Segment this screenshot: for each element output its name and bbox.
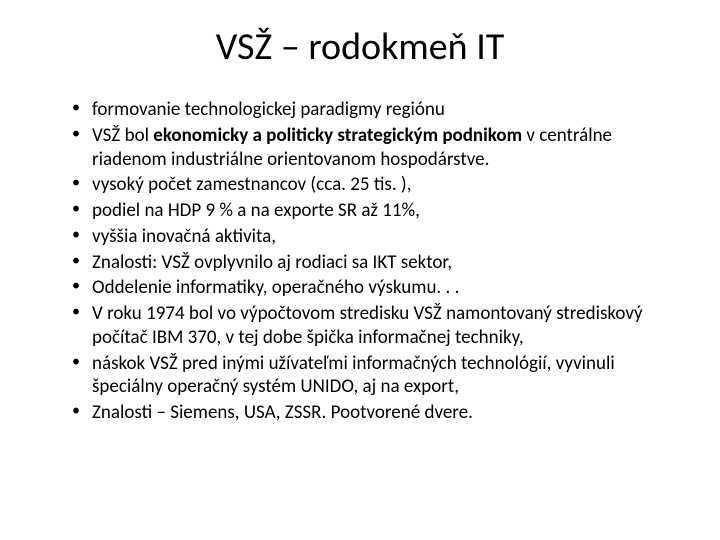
- bullet-item: Znalosti: VSŽ ovplyvnilo aj rodiaci sa I…: [72, 251, 672, 275]
- bullet-item: vysoký počet zamestnancov (cca. 25 tis. …: [72, 173, 672, 197]
- bullet-item: vyššia inovačná aktivita,: [72, 225, 672, 249]
- bullet-item: Oddelenie informatiky, operačného výskum…: [72, 276, 672, 300]
- bullet-prefix: VSŽ bol: [92, 124, 153, 147]
- slide-title: VSŽ – rodokmeň IT: [48, 24, 672, 70]
- bullet-bold: ekonomicky a politicky strategickým podn…: [153, 124, 526, 147]
- bullet-list: formovanie technologickej paradigmy regi…: [48, 98, 672, 425]
- bullet-item: náskok VSŽ pred inými užívateľmi informa…: [72, 352, 672, 400]
- bullet-item: Znalosti – Siemens, USA, ZSSR. Pootvoren…: [72, 401, 672, 425]
- bullet-item: VSŽ bol ekonomicky a politicky strategic…: [72, 124, 672, 172]
- bullet-item: formovanie technologickej paradigmy regi…: [72, 98, 672, 122]
- bullet-item: V roku 1974 bol vo výpočtovom stredisku …: [72, 302, 672, 350]
- bullet-item: podiel na HDP 9 % a na exporte SR až 11%…: [72, 199, 672, 223]
